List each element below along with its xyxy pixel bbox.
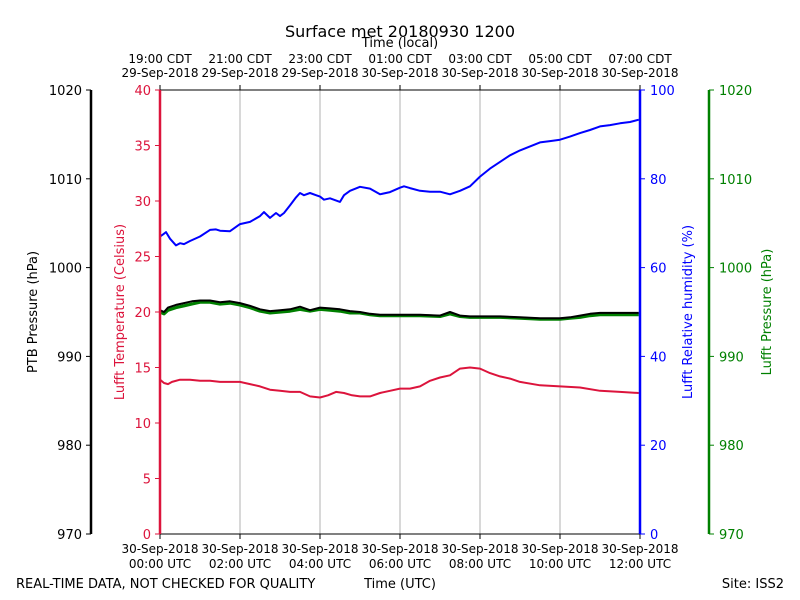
lufft-pressure-axis-tick-label: 1020: [719, 84, 752, 99]
x-top-tick-date: 30-Sep-2018: [521, 66, 598, 80]
x-bottom-tick-date: 30-Sep-2018: [201, 542, 278, 556]
temp-axis-tick-label: 15: [134, 362, 151, 377]
ptb-axis-tick-label: 1000: [49, 262, 82, 277]
temp-axis-tick-label: 0: [143, 528, 151, 543]
temperature-line: [159, 366, 639, 399]
x-top-tick-time: 03:00 CDT: [448, 52, 512, 66]
rh-axis-tick-label: 80: [650, 173, 667, 188]
temp-axis-tick-label: 35: [134, 140, 151, 155]
x-top-tick-time: 05:00 CDT: [528, 52, 592, 66]
lufft-pressure-axis-tick-label: 980: [719, 439, 744, 454]
lufft-pressure-axis-tick-label: 970: [719, 528, 744, 543]
x-bottom-tick-time: 00:00 UTC: [129, 557, 191, 571]
x-top-tick-date: 29-Sep-2018: [201, 66, 278, 80]
x-top-tick-date: 30-Sep-2018: [361, 66, 438, 80]
data-series: [159, 118, 640, 399]
lufft-pressure-axis-tick-label: 1000: [719, 262, 752, 277]
x-bottom-tick-date: 30-Sep-2018: [121, 542, 198, 556]
ptb-pressure-line: [159, 299, 639, 320]
temp-axis-tick-label: 10: [134, 417, 151, 432]
x-top-tick-date: 30-Sep-2018: [601, 66, 678, 80]
rh-axis-tick-label: 20: [650, 439, 667, 454]
x-axis-label: Time (UTC): [363, 577, 436, 592]
x-top-tick-time: 23:00 CDT: [288, 52, 352, 66]
rh-axis-tick-label: 40: [650, 350, 667, 365]
x-bottom-tick-time: 08:00 UTC: [449, 557, 511, 571]
lufft-pressure-axis-tick-label: 990: [719, 350, 744, 365]
rh-axis-label: Lufft Relative humidity (%): [681, 225, 696, 399]
x-bottom-tick-date: 30-Sep-2018: [361, 542, 438, 556]
temp-axis-tick-label: 25: [134, 251, 151, 266]
x-top-tick-date: 30-Sep-2018: [441, 66, 518, 80]
x-top-tick-date: 29-Sep-2018: [281, 66, 358, 80]
ptb-axis-tick-label: 980: [57, 439, 82, 454]
x-bottom-tick-time: 02:00 UTC: [209, 557, 271, 571]
temp-axis-tick-label: 40: [134, 84, 151, 99]
x-bottom-tick-date: 30-Sep-2018: [601, 542, 678, 556]
quality-footer: REAL-TIME DATA, NOT CHECKED FOR QUALITY: [16, 577, 315, 592]
x-bottom-tick-date: 30-Sep-2018: [521, 542, 598, 556]
x-bottom-tick-time: 10:00 UTC: [529, 557, 591, 571]
grid-lines: [239, 90, 561, 534]
x-top-tick-date: 29-Sep-2018: [121, 66, 198, 80]
x-bottom-tick-time: 04:00 UTC: [289, 557, 351, 571]
temp-axis-label: Lufft Temperature (Celsius): [113, 224, 128, 400]
x-bottom-tick-time: 12:00 UTC: [609, 557, 671, 571]
x-top-tick-time: 19:00 CDT: [128, 52, 192, 66]
x-bottom-tick-date: 30-Sep-2018: [281, 542, 358, 556]
x-top-tick-time: 01:00 CDT: [368, 52, 432, 66]
ptb-axis-tick-label: 1010: [49, 173, 82, 188]
rh-axis-tick-label: 0: [650, 528, 658, 543]
rh-axis-tick-label: 60: [650, 262, 667, 277]
x-bottom-tick-time: 06:00 UTC: [369, 557, 431, 571]
lufft-pressure-axis-label: Lufft Pressure (hPa): [760, 249, 775, 376]
x-bottom-tick-date: 30-Sep-2018: [441, 542, 518, 556]
lufft-pressure-axis-tick-label: 1010: [719, 173, 752, 188]
temp-axis-tick-label: 30: [134, 195, 151, 210]
temp-axis-tick-label: 5: [143, 473, 151, 488]
ptb-axis-tick-label: 1020: [49, 84, 82, 99]
humidity-line: [159, 118, 640, 247]
temp-axis-tick-label: 20: [134, 306, 151, 321]
ptb-axis-tick-label: 970: [57, 528, 82, 543]
ptb-axis-label: PTB Pressure (hPa): [26, 251, 41, 373]
ptb-axis-tick-label: 990: [57, 350, 82, 365]
chart-title: Surface met 20180930 1200: [285, 22, 515, 41]
site-footer: Site: ISS2: [722, 577, 784, 592]
rh-axis-tick-label: 100: [650, 84, 675, 99]
x-top-tick-time: 07:00 CDT: [608, 52, 672, 66]
x-top-tick-time: 21:00 CDT: [208, 52, 272, 66]
top-axis-label: Time (local): [361, 36, 438, 51]
lufft-pressure-line: [159, 300, 639, 321]
